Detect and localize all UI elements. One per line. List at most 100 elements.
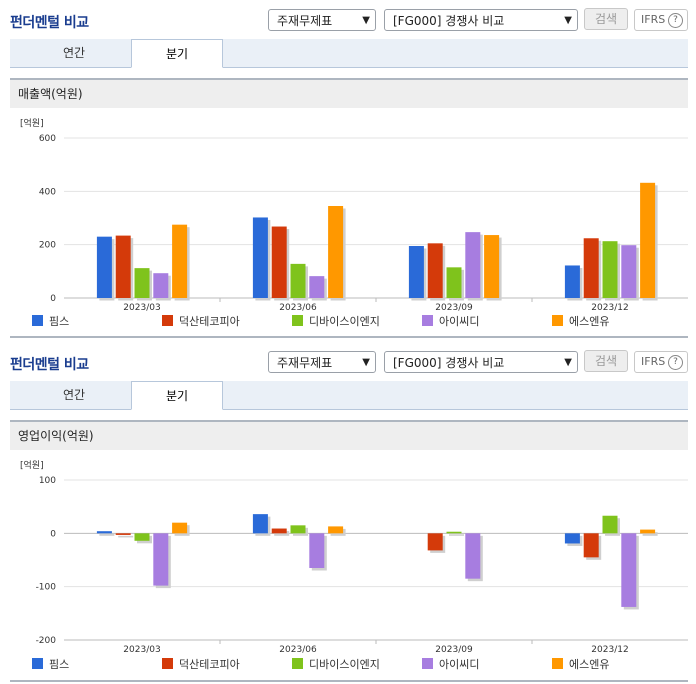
legend-swatch <box>292 315 303 326</box>
operating-profit-chart-box: 영업이익(억원) [억원] -200 -100 0 100 2023/03 2023/06 2… <box>10 420 688 682</box>
ifrs-button[interactable]: IFRS ? <box>634 351 688 373</box>
bar-덕산테코피아-2023/06[interactable] <box>271 226 287 298</box>
tab-annual[interactable]: 연간 <box>62 388 86 402</box>
bar-덕산테코피아-2023/12[interactable] <box>583 533 599 558</box>
legend-label: 아이씨디 <box>439 315 480 328</box>
legend-item[interactable]: 아이씨디 <box>422 315 479 329</box>
bar-아이씨디-2023/06[interactable] <box>309 533 325 568</box>
group-select-value: [FG000] 경쟁사 비교 <box>393 14 505 28</box>
legend-label: 핌스 <box>49 658 70 671</box>
group-select[interactable]: [FG000] 경쟁사 비교 ▼ <box>384 9 578 31</box>
y-tick-label: -100 <box>36 583 57 593</box>
bar-덕산테코피아-2023/03[interactable] <box>115 533 131 535</box>
operating-profit-chart: [억원] -200 -100 0 100 2023/03 2023/06 2023/09 202… <box>20 460 688 655</box>
bar-아이씨디-2023/12[interactable] <box>621 533 637 607</box>
bar-아이씨디-2023/06[interactable] <box>309 276 325 298</box>
bar-디바이스이엔지-2023/03[interactable] <box>134 268 150 298</box>
help-icon[interactable]: ? <box>668 355 683 370</box>
bar-에스엔유-2023/06[interactable] <box>328 526 344 534</box>
bar-shadow <box>99 533 115 536</box>
bar-덕산테코피아-2023/09[interactable] <box>427 533 443 551</box>
legend-swatch <box>292 658 303 669</box>
legend-swatch <box>162 315 173 326</box>
legend-swatch <box>422 658 433 669</box>
bar-아이씨디-2023/09[interactable] <box>465 232 481 298</box>
bar-아이씨디-2023/12[interactable] <box>621 245 637 298</box>
group-select-value: [FG000] 경쟁사 비교 <box>393 356 505 370</box>
help-icon[interactable]: ? <box>668 13 683 28</box>
bar-에스엔유-2023/03[interactable] <box>172 522 188 534</box>
statement-select-value: 주재무제표 <box>277 14 333 28</box>
bar-에스엔유-2023/12[interactable] <box>640 529 656 534</box>
y-tick-label: 400 <box>39 187 56 197</box>
ifrs-button[interactable]: IFRS ? <box>634 9 688 31</box>
bar-에스엔유-2023/03[interactable] <box>172 224 188 298</box>
bar-핌스-2023/06[interactable] <box>252 514 268 534</box>
chart-legend: 핌스 덕산테코피아 디바이스이엔지 아이씨디 에스엔유 <box>10 658 688 674</box>
panel-operating-profit: 펀더멘털 비교 주재무제표 ▼ [FG000] 경쟁사 비교 ▼ 검색 IFRS… <box>0 342 696 684</box>
x-tick-label: 2023/09 <box>435 645 473 655</box>
bar-디바이스이엔지-2023/06[interactable] <box>290 263 306 298</box>
bar-에스엔유-2023/06[interactable] <box>328 206 344 298</box>
chevron-down-icon: ▼ <box>362 15 370 26</box>
legend-item[interactable]: 핌스 <box>32 315 69 329</box>
bar-핌스-2023/12[interactable] <box>564 533 580 544</box>
x-tick-label: 2023/03 <box>123 303 160 313</box>
unit-label: [억원] <box>20 118 44 129</box>
revenue-chart-box: 매출액(억원) [억원] 0 200 400 600 2023/03 2023/06 2023… <box>10 78 688 338</box>
bar-디바이스이엔지-2023/09[interactable] <box>446 531 462 534</box>
legend-label: 아이씨디 <box>439 658 480 671</box>
legend-label: 덕산테코피아 <box>179 658 240 671</box>
bar-핌스-2023/03[interactable] <box>96 236 112 298</box>
bar-아이씨디-2023/03[interactable] <box>153 533 169 586</box>
tab-quarterly[interactable]: 분기 <box>131 39 223 68</box>
tab-annual[interactable]: 연간 <box>62 46 86 60</box>
x-tick-label: 2023/12 <box>591 303 628 313</box>
legend-item[interactable]: 에스엔유 <box>552 315 609 329</box>
bar-덕산테코피아-2023/09[interactable] <box>427 243 443 298</box>
chevron-down-icon: ▼ <box>362 357 370 368</box>
y-tick-label: -200 <box>36 636 57 646</box>
tab-quarterly[interactable]: 분기 <box>131 381 223 410</box>
x-tick-label: 2023/06 <box>279 645 317 655</box>
period-tabs: 연간 분기 <box>10 39 688 68</box>
bar-덕산테코피아-2023/06[interactable] <box>271 528 287 534</box>
revenue-chart: [억원] 0 200 400 600 2023/03 2023/06 2023/09 2023/… <box>20 118 688 313</box>
bar-디바이스이엔지-2023/03[interactable] <box>134 533 150 541</box>
bar-핌스-2023/12[interactable] <box>564 265 580 298</box>
legend-item[interactable]: 핌스 <box>32 658 69 672</box>
search-button[interactable]: 검색 <box>584 350 628 372</box>
legend-item[interactable]: 덕산테코피아 <box>162 315 240 329</box>
legend-item[interactable]: 디바이스이엔지 <box>292 658 380 672</box>
legend-label: 덕산테코피아 <box>179 315 240 328</box>
group-select[interactable]: [FG000] 경쟁사 비교 ▼ <box>384 351 578 373</box>
bar-아이씨디-2023/03[interactable] <box>153 273 169 298</box>
bar-핌스-2023/06[interactable] <box>252 217 268 298</box>
bar-아이씨디-2023/09[interactable] <box>465 533 481 579</box>
bar-에스엔유-2023/09[interactable] <box>484 235 500 298</box>
bar-덕산테코피아-2023/03[interactable] <box>115 235 131 298</box>
legend-label: 디바이스이엔지 <box>309 658 380 671</box>
panel-revenue: 펀더멘털 비교 주재무제표 ▼ [FG000] 경쟁사 비교 ▼ 검색 IFRS… <box>0 0 696 340</box>
bar-shadow <box>642 532 658 536</box>
x-tick-label: 2023/06 <box>279 303 317 313</box>
search-button[interactable]: 검색 <box>584 8 628 30</box>
chart-title: 영업이익(억원) <box>10 422 688 450</box>
bar-디바이스이엔지-2023/06[interactable] <box>290 525 306 534</box>
bar-디바이스이엔지-2023/12[interactable] <box>602 241 618 298</box>
bar-핌스-2023/03[interactable] <box>96 531 112 534</box>
statement-select[interactable]: 주재무제표 ▼ <box>268 351 376 373</box>
bar-shadow <box>274 531 290 536</box>
x-tick-label: 2023/09 <box>435 303 473 313</box>
bar-에스엔유-2023/12[interactable] <box>640 182 656 298</box>
legend-item[interactable]: 에스엔유 <box>552 658 609 672</box>
legend-swatch <box>422 315 433 326</box>
legend-item[interactable]: 디바이스이엔지 <box>292 315 380 329</box>
bar-디바이스이엔지-2023/09[interactable] <box>446 267 462 298</box>
legend-item[interactable]: 덕산테코피아 <box>162 658 240 672</box>
legend-item[interactable]: 아이씨디 <box>422 658 479 672</box>
bar-핌스-2023/09[interactable] <box>408 246 424 298</box>
bar-덕산테코피아-2023/12[interactable] <box>583 238 599 298</box>
statement-select[interactable]: 주재무제표 ▼ <box>268 9 376 31</box>
bar-디바이스이엔지-2023/12[interactable] <box>602 515 618 534</box>
